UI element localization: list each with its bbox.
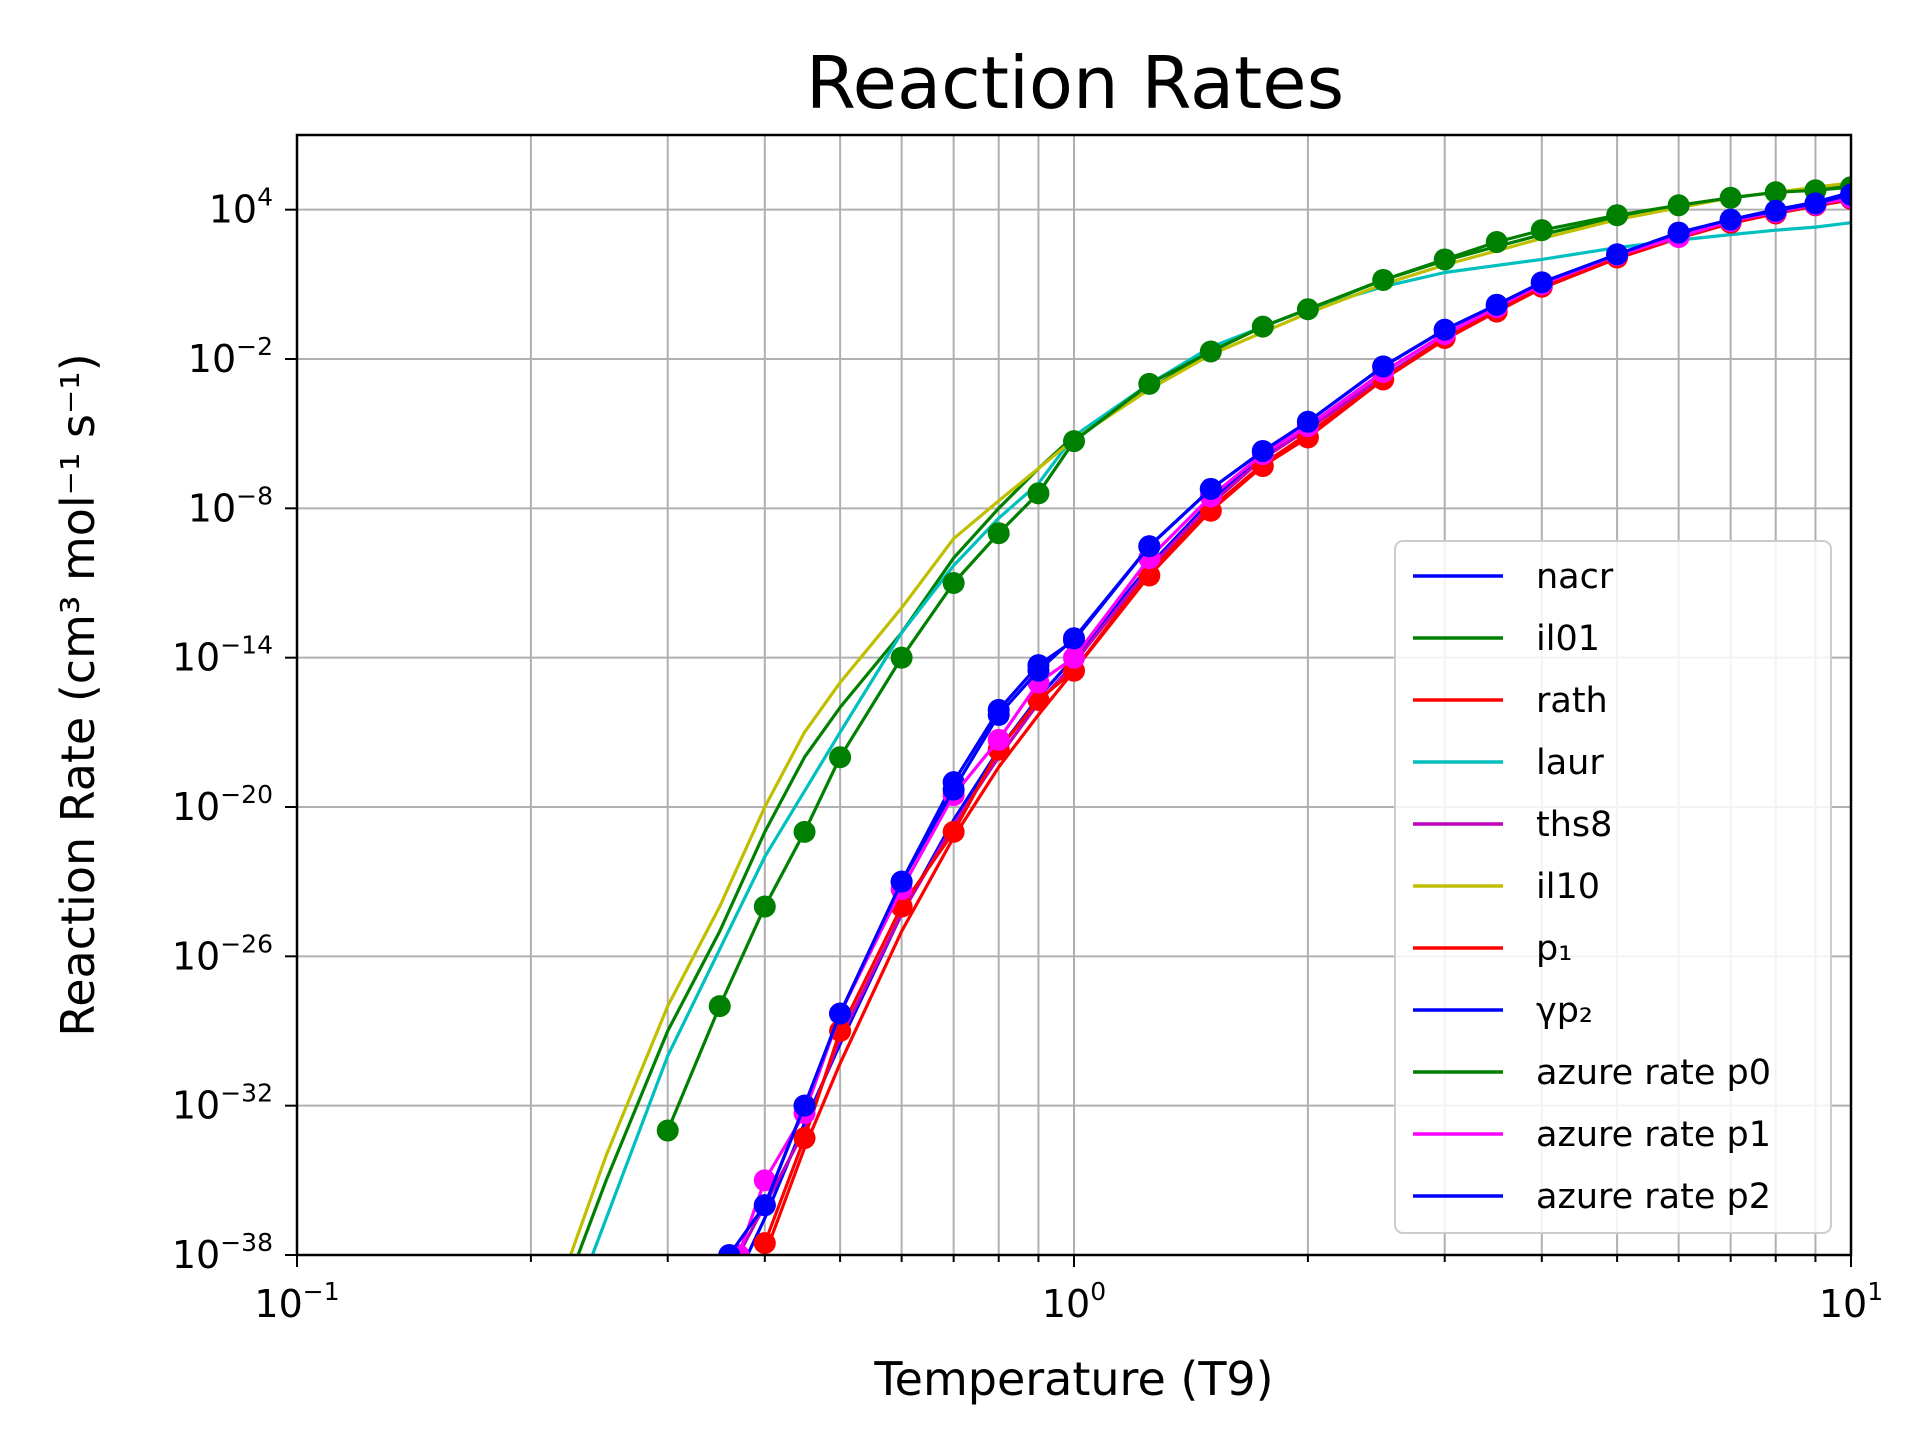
legend-label: laur	[1536, 743, 1604, 783]
data-point	[1138, 372, 1161, 395]
legend-label: il10	[1536, 867, 1600, 907]
chart-title: Reaction Rates	[806, 41, 1344, 125]
data-point	[1764, 181, 1787, 204]
data-point	[829, 1002, 852, 1025]
legend-entry: azure rate p0	[1413, 1053, 1771, 1093]
data-point	[1063, 646, 1085, 669]
data-point	[890, 870, 913, 893]
legend-label: rath	[1536, 681, 1608, 721]
data-point	[1840, 183, 1851, 206]
data-point	[1296, 298, 1319, 321]
data-point	[890, 646, 913, 669]
data-point	[1138, 564, 1161, 587]
data-point	[1606, 243, 1629, 266]
y-axis-label: Reaction Rate (cm³ mol⁻¹ s⁻¹)	[51, 353, 105, 1036]
data-point	[942, 778, 965, 801]
data-point	[793, 820, 816, 843]
data-point	[987, 728, 1010, 751]
data-point	[1433, 248, 1456, 271]
y-tick-label: 10−14	[172, 631, 273, 680]
data-point	[1530, 271, 1553, 294]
data-point	[1027, 482, 1050, 505]
data-point	[1027, 688, 1050, 711]
data-point	[656, 1119, 679, 1142]
legend-label: azure rate p2	[1536, 1177, 1771, 1217]
legend-entry: il10	[1413, 867, 1600, 907]
x-axis-label: Temperature (T9)	[873, 1352, 1273, 1406]
data-point	[1199, 340, 1222, 363]
data-point	[1485, 293, 1508, 316]
y-tick-label: 10−32	[172, 1079, 273, 1128]
series-layer	[569, 176, 1851, 1255]
legend-entry: nacr	[1413, 557, 1614, 597]
axis-ticks: 10−1 100 101 104 10−2 10−8 10−14 10−20 10−26 10−3…	[172, 183, 1883, 1326]
data-point	[942, 820, 965, 843]
y-tick-label: 10−20	[172, 780, 273, 829]
data-point	[753, 1169, 776, 1192]
legend-label: ths8	[1536, 805, 1612, 845]
legend-box	[1394, 540, 1832, 1234]
data-point	[793, 1127, 816, 1150]
data-point	[1485, 231, 1508, 254]
data-point	[708, 995, 731, 1018]
x-tick-label: 10−1	[254, 1277, 339, 1326]
data-point	[1606, 204, 1629, 227]
data-point	[718, 1244, 741, 1255]
legend-label: azure rate p0	[1536, 1053, 1771, 1093]
legend-entry: laur	[1413, 743, 1604, 783]
legend-entry: azure rate p2	[1413, 1177, 1771, 1217]
y-tick-label: 10−38	[172, 1228, 273, 1277]
series-11	[718, 183, 1851, 1255]
legend-entry: rath	[1413, 681, 1608, 721]
data-point	[829, 746, 852, 769]
data-point	[1804, 192, 1827, 215]
data-point	[1667, 221, 1690, 244]
data-point	[1063, 430, 1085, 453]
data-point	[1667, 194, 1690, 217]
y-tick-label: 10−2	[188, 332, 273, 381]
y-tick-label: 104	[209, 183, 273, 232]
data-point	[753, 1232, 776, 1255]
data-point	[753, 895, 776, 918]
data-point	[1138, 535, 1161, 558]
legend-label: nacr	[1536, 557, 1614, 597]
data-point	[1764, 199, 1787, 222]
legend-entry: γp₂	[1413, 991, 1593, 1031]
data-point	[793, 1094, 816, 1117]
data-point	[1372, 355, 1395, 378]
data-point	[1199, 477, 1222, 500]
data-point	[1027, 659, 1050, 682]
legend-entry: il01	[1413, 619, 1600, 659]
legend-entry: p₁	[1413, 929, 1572, 969]
legend-entry: ths8	[1413, 805, 1612, 845]
data-point	[1433, 318, 1456, 341]
data-point	[1251, 440, 1274, 463]
data-point	[1719, 186, 1742, 209]
legend-entries: nacr il01 rath laur ths8 il10 p₁ γp₂ azure rate …	[1413, 557, 1771, 1217]
y-tick-label: 10−8	[188, 481, 273, 530]
legend-label: azure rate p1	[1536, 1115, 1771, 1155]
data-point	[753, 1194, 776, 1217]
legend-label: p₁	[1536, 929, 1572, 969]
legend-entry: azure rate p1	[1413, 1115, 1771, 1155]
data-point	[987, 522, 1010, 545]
legend-label: il01	[1536, 619, 1600, 659]
x-tick-label: 100	[1042, 1277, 1106, 1326]
legend: nacr il01 rath laur ths8 il10 p₁ γp₂ azure rate …	[1394, 540, 1832, 1234]
legend-label: γp₂	[1536, 991, 1593, 1031]
data-point	[1251, 315, 1274, 338]
data-point	[1530, 219, 1553, 242]
data-point	[1719, 208, 1742, 231]
x-tick-label: 101	[1819, 1277, 1883, 1326]
data-point	[1063, 627, 1085, 650]
data-point	[1296, 410, 1319, 433]
y-tick-label: 10−26	[172, 929, 273, 978]
data-point	[942, 572, 965, 594]
series-9	[656, 176, 1851, 1142]
data-point	[1372, 268, 1395, 291]
data-point	[987, 703, 1010, 726]
